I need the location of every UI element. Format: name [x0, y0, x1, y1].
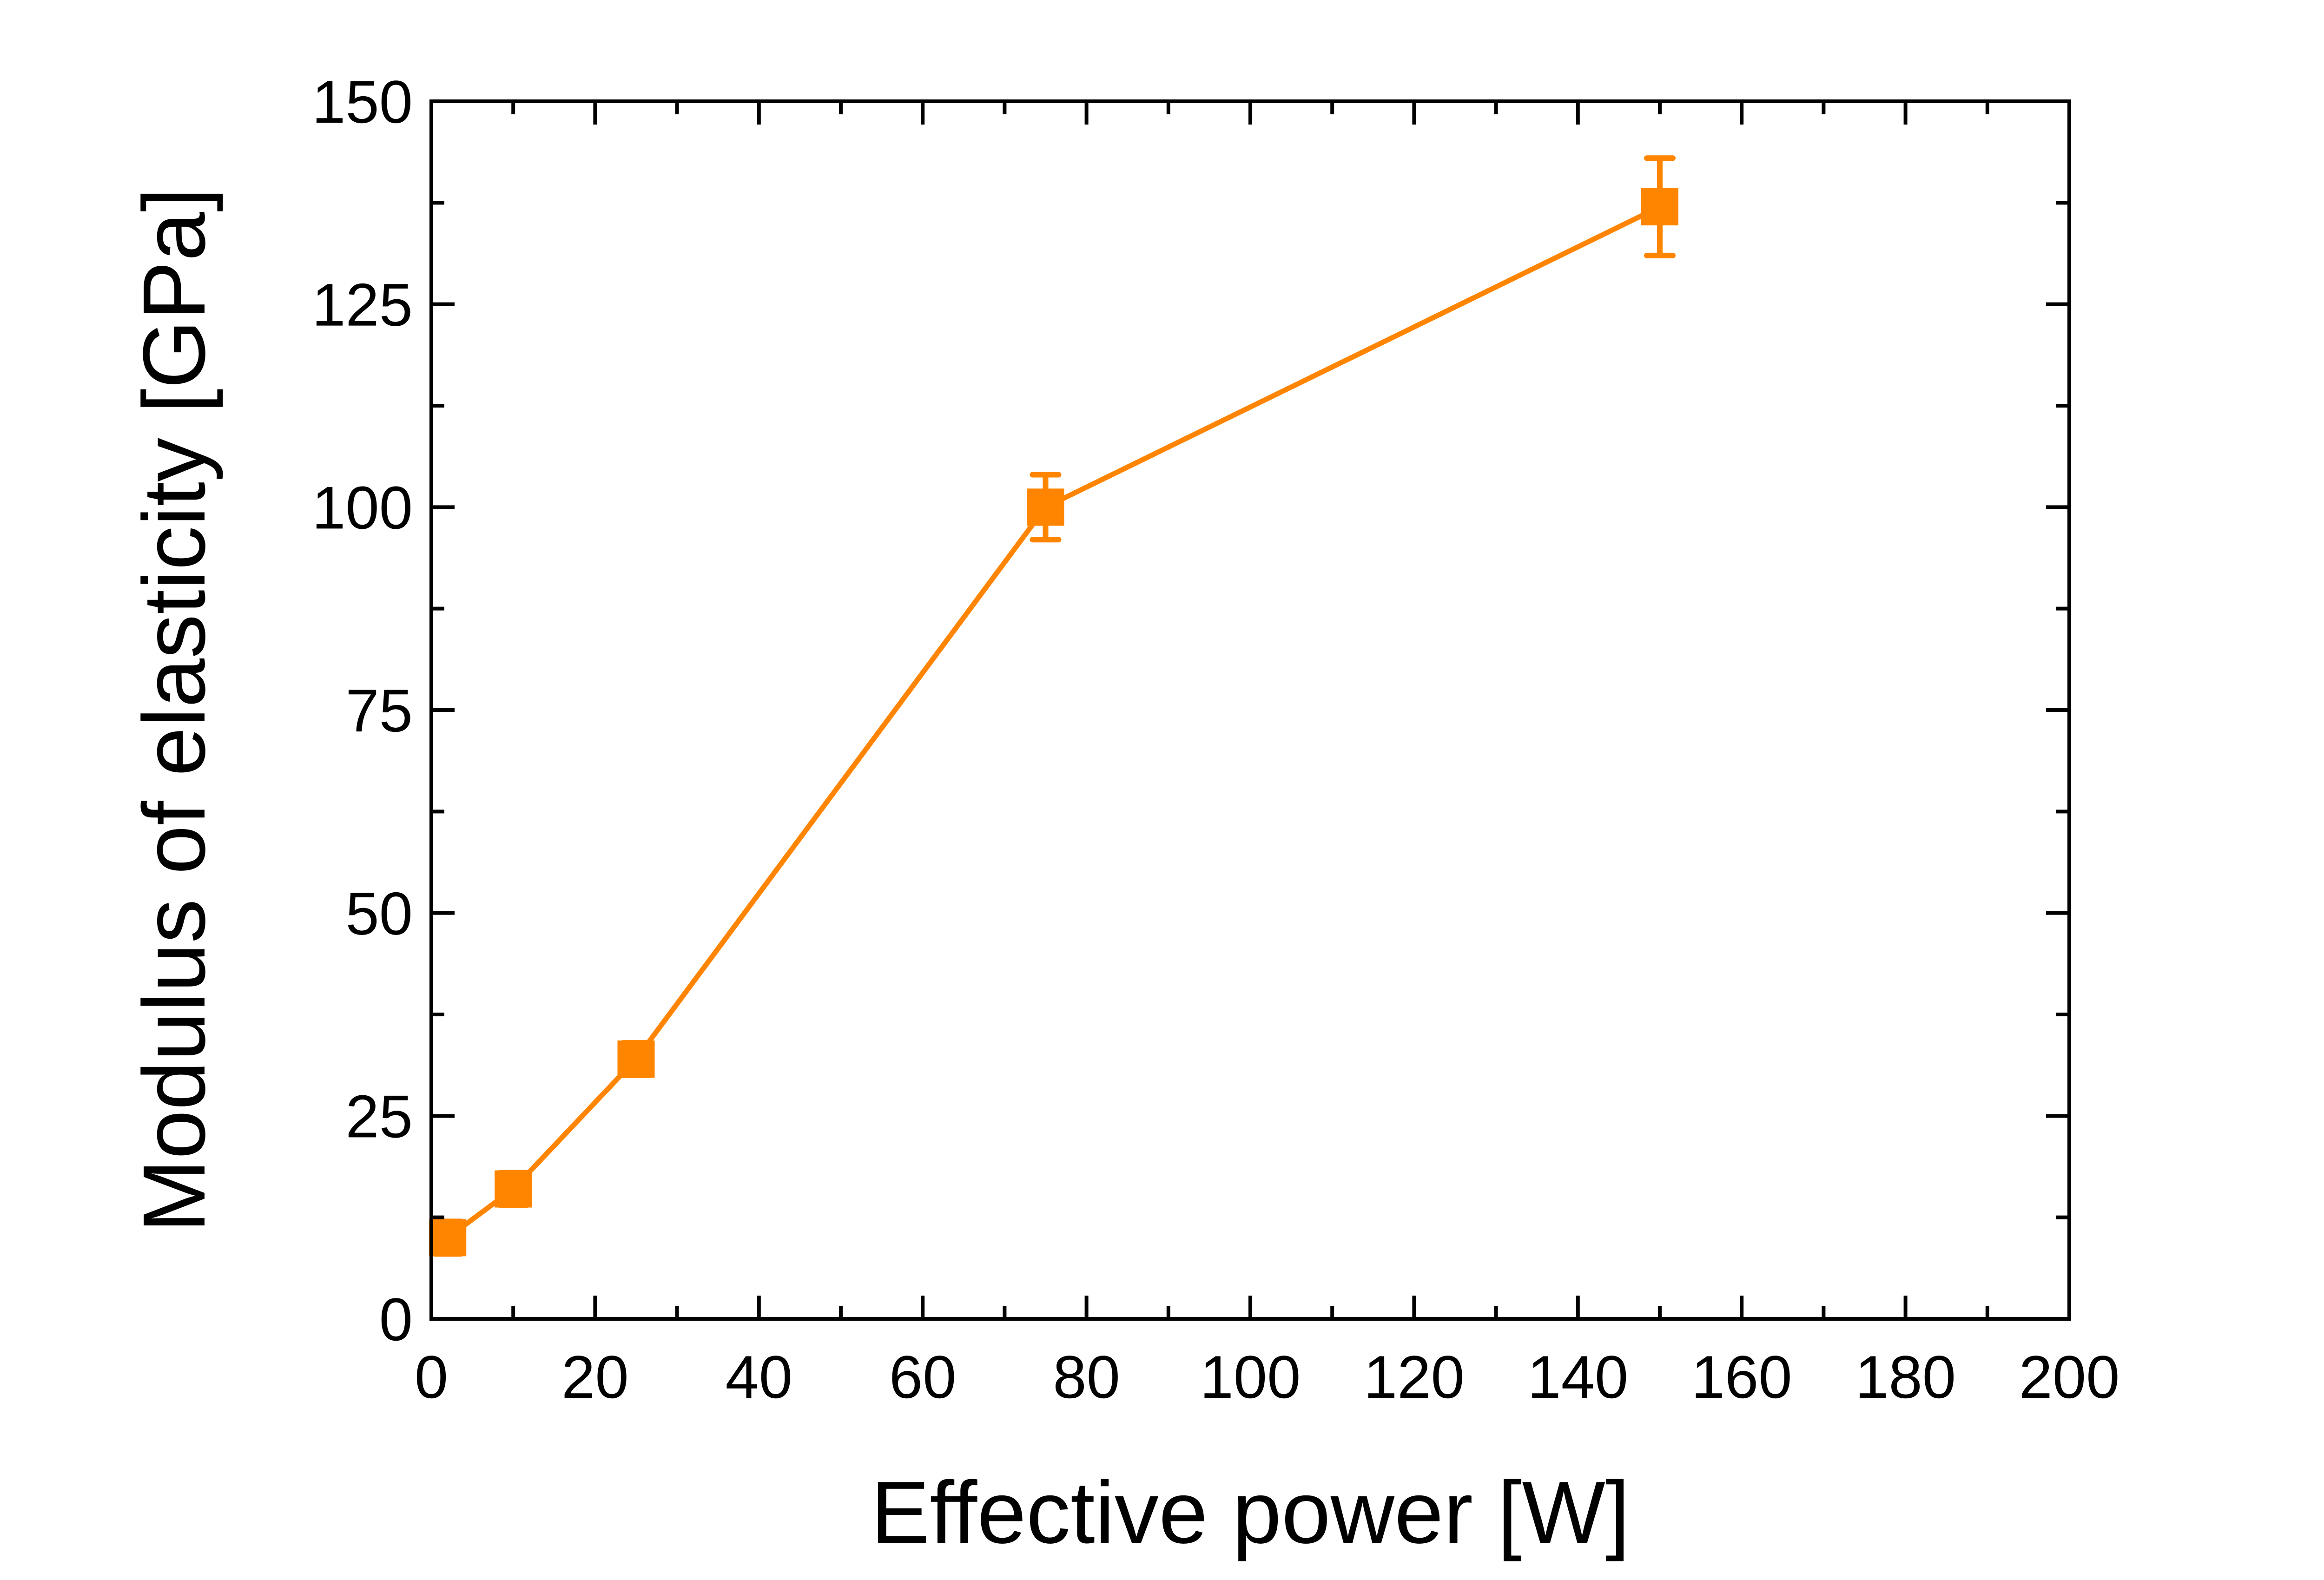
- y-tick-label: 100: [312, 474, 413, 541]
- series-line: [446, 204, 1661, 1240]
- x-tick-label: 20: [561, 1343, 629, 1411]
- x-tick-label: 100: [1200, 1343, 1301, 1411]
- y-tick-label: 25: [345, 1082, 413, 1150]
- chart-marks: [429, 155, 1678, 1257]
- x-tick-label: 180: [1855, 1343, 1956, 1411]
- x-tick-label: 140: [1527, 1343, 1628, 1411]
- square-marker: [617, 1040, 655, 1078]
- x-tick-label: 120: [1364, 1343, 1465, 1411]
- x-tick-label: 60: [889, 1343, 957, 1411]
- data-point: [1027, 472, 1064, 543]
- square-marker: [495, 1170, 532, 1208]
- x-axis-label: Effective power [W]: [871, 1463, 1630, 1562]
- x-tick-label: 40: [725, 1343, 792, 1411]
- data-point: [429, 1218, 467, 1257]
- y-tick-label: 75: [345, 677, 413, 744]
- y-axis-label: Modulus of elasticity [GPa]: [125, 187, 224, 1232]
- x-tick-label: 80: [1053, 1343, 1120, 1411]
- square-marker: [429, 1219, 467, 1257]
- axis-ticks: 0 20 40 60 80 100 120 140 160 180 200 0 25 50 75 100 125…: [312, 68, 2119, 1411]
- y-tick-label: 125: [312, 271, 413, 339]
- x-tick-label: 200: [2019, 1343, 2120, 1411]
- plot-frame: [429, 99, 2071, 1321]
- x-tick-label: 160: [1691, 1343, 1792, 1411]
- square-marker: [1027, 488, 1064, 526]
- data-point: [495, 1170, 532, 1208]
- square-marker: [1641, 188, 1678, 226]
- data-point: [617, 1040, 655, 1078]
- data-point: [1641, 155, 1678, 258]
- y-tick-label: 0: [379, 1285, 413, 1353]
- y-tick-label: 50: [345, 880, 413, 948]
- y-tick-label: 150: [312, 68, 413, 136]
- x-tick-label: 0: [415, 1343, 448, 1411]
